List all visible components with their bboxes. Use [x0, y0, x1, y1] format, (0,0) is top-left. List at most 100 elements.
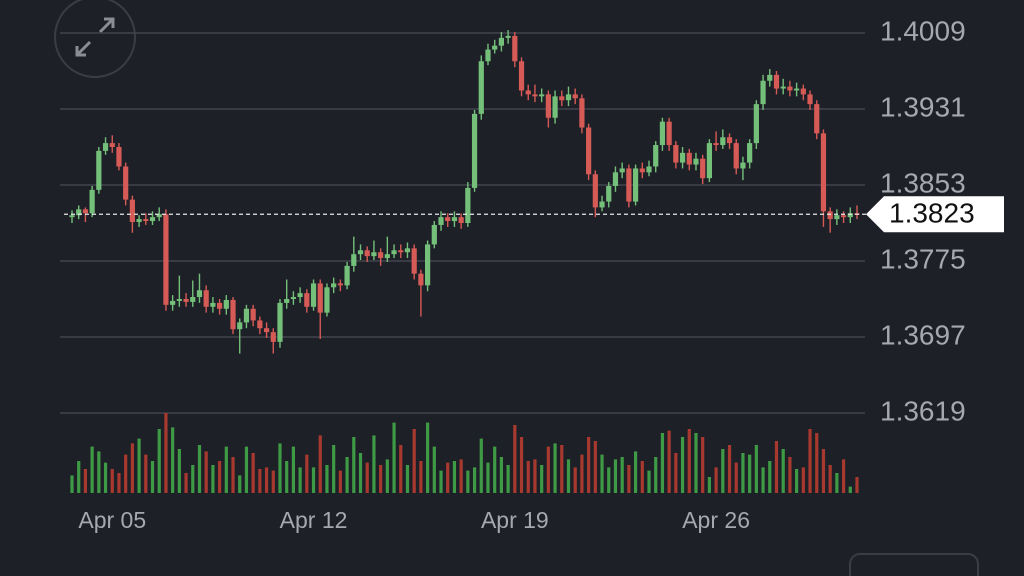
volume-bar — [761, 467, 765, 493]
candle-body — [270, 332, 276, 342]
volume-bar — [137, 438, 141, 493]
volume-bar — [613, 459, 618, 493]
volume-bar — [620, 457, 624, 493]
candle-body — [800, 88, 806, 95]
candle-body — [834, 215, 840, 220]
volume-bar — [841, 459, 846, 493]
volume-bar — [593, 441, 597, 493]
y-tick-label: 1.3931 — [880, 91, 966, 122]
candle-body — [814, 104, 820, 134]
candle-body — [693, 158, 699, 165]
volume-bar — [117, 473, 121, 493]
candle-body — [102, 143, 109, 151]
candle-body — [686, 152, 692, 165]
candle-body — [706, 143, 712, 179]
volume-bar — [171, 427, 175, 493]
volume-bar — [680, 437, 685, 493]
candle-body — [331, 283, 337, 288]
candle-body — [619, 168, 625, 173]
volume-bar — [627, 465, 631, 493]
candle-body — [418, 273, 424, 286]
candle-body — [344, 265, 350, 286]
volume-bar — [224, 446, 228, 493]
volume-bar — [566, 459, 571, 493]
candle-body — [465, 187, 471, 223]
volume-bar — [815, 433, 819, 493]
volume-bar — [499, 457, 504, 493]
candle-body — [371, 252, 377, 257]
volume-bar — [560, 445, 564, 493]
candle-body — [840, 215, 847, 218]
candle-body — [284, 299, 290, 303]
candle-body — [351, 254, 357, 266]
candle-body — [673, 145, 679, 163]
volume-bar — [311, 467, 316, 493]
volume-bar — [244, 446, 249, 493]
candle-body — [210, 302, 216, 307]
volume-bar — [325, 465, 329, 493]
volume-bar — [821, 449, 826, 493]
candle-body — [632, 168, 639, 202]
candle-body — [767, 74, 773, 81]
volume-bar — [848, 486, 852, 493]
candle-body — [203, 290, 209, 307]
expand-icon[interactable] — [75, 17, 115, 57]
y-tick-label: 1.3619 — [880, 395, 966, 426]
candle-body — [753, 104, 759, 144]
volume-bar — [251, 453, 255, 493]
volume-bar — [204, 451, 208, 493]
volume-bar — [150, 461, 155, 493]
volume-bar — [432, 446, 436, 493]
volume-bar — [103, 462, 108, 493]
candle-body — [471, 113, 478, 188]
volume-bar — [774, 441, 779, 493]
candle-body — [290, 297, 297, 299]
volume-bar — [667, 430, 671, 493]
volume-bar — [399, 445, 403, 493]
volume-bar — [412, 429, 416, 493]
volume-bar — [144, 454, 148, 493]
bottom-button[interactable] — [849, 553, 979, 576]
candle-body — [445, 217, 451, 222]
candle-body — [190, 297, 196, 302]
volume-bar — [97, 451, 101, 493]
candle-body — [780, 86, 786, 89]
candle-body — [391, 250, 397, 255]
last-price-label: 1.3823 — [889, 198, 975, 229]
volume-bar — [238, 475, 242, 493]
volume-bar — [727, 445, 732, 493]
candles — [69, 30, 860, 354]
volume-bar — [633, 451, 638, 493]
candle-body — [82, 209, 89, 214]
candle-body — [136, 219, 142, 223]
volume-bar — [694, 433, 698, 493]
candle-body — [156, 214, 162, 218]
candle-body — [297, 293, 303, 298]
volume-bar — [607, 467, 611, 493]
candle-body — [69, 215, 75, 218]
volume-bar — [425, 422, 430, 493]
volume-bar — [660, 433, 665, 493]
volume-bar — [808, 429, 812, 493]
volume-bar — [714, 467, 718, 493]
volume-bar — [795, 469, 799, 493]
candle-body — [250, 308, 256, 321]
volume-bar — [305, 454, 309, 493]
expand-button[interactable] — [54, 0, 136, 78]
grid — [60, 32, 865, 414]
volume-bar — [358, 453, 363, 493]
volume-bar — [828, 465, 832, 493]
candle-body — [398, 250, 404, 253]
candle-body — [720, 137, 726, 146]
volume-bar — [472, 467, 477, 493]
expand-circle[interactable] — [54, 0, 136, 78]
volume-bar — [77, 461, 81, 493]
volume-bar — [285, 461, 289, 493]
candle-body — [424, 244, 431, 286]
candle-body — [592, 174, 598, 208]
volume-bar — [385, 459, 389, 493]
candle-body — [337, 283, 343, 286]
candle-body — [827, 211, 833, 220]
volume-bar — [218, 461, 222, 493]
